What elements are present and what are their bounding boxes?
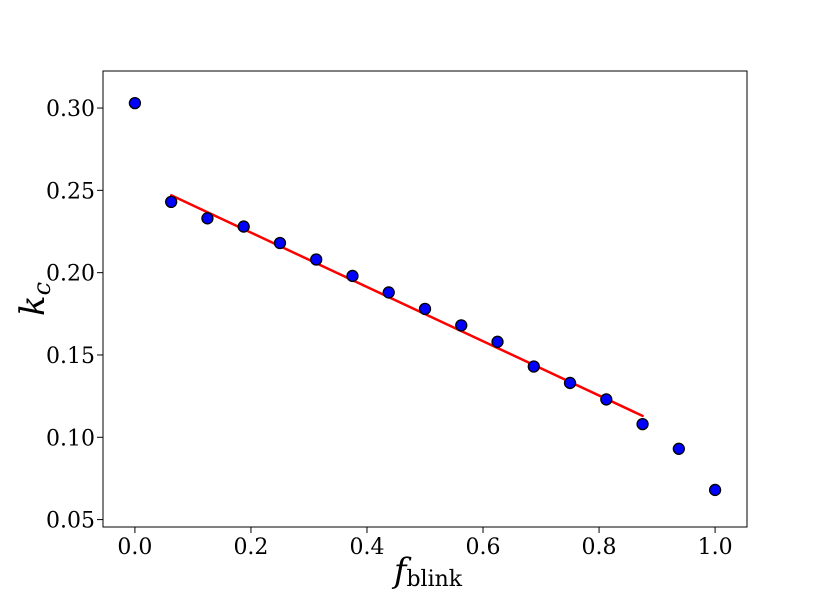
y-tick-label: 0.20: [46, 262, 95, 287]
x-tick-label: 0.2: [233, 535, 268, 560]
x-tick-label: 0.0: [117, 535, 152, 560]
x-axis-label-sub: blink: [406, 567, 462, 592]
y-tick-label: 0.30: [46, 97, 95, 122]
plot-frame: [102, 70, 748, 528]
x-axis: 0.0 0.2 0.4 0.6 0.8 1.0: [117, 527, 733, 560]
data-point: [708, 483, 722, 497]
data-point: [273, 236, 287, 250]
data-point: [237, 220, 250, 233]
data-point: [600, 393, 613, 406]
y-tick-label: 0.05: [46, 509, 95, 534]
y-tick-label: 0.25: [46, 179, 95, 204]
data-point: [491, 335, 504, 348]
plot-area: [102, 70, 748, 528]
data-point: [201, 212, 214, 225]
y-axis-label-sub: c: [28, 282, 56, 295]
data-point: [455, 319, 468, 332]
data-point: [563, 376, 577, 390]
x-axis-label: fblink: [391, 551, 463, 592]
data-point: [310, 253, 323, 266]
x-tick-label: 0.6: [466, 535, 501, 560]
data-point: [382, 286, 395, 299]
fit-line-layer: [169, 194, 644, 418]
x-tick-label: 1.0: [698, 535, 733, 560]
x-tick-label: 0.8: [582, 535, 617, 560]
y-tick-label: 0.10: [46, 426, 95, 451]
data-point: [128, 96, 142, 110]
x-tick-label: 0.4: [349, 535, 384, 560]
y-axis: 0.05 0.10 0.15 0.20 0.25 0.30: [46, 97, 103, 534]
data-point: [527, 360, 540, 373]
fit-line: [169, 194, 644, 418]
data-point: [636, 417, 649, 431]
data-point: [346, 269, 359, 283]
data-points: [128, 96, 722, 497]
data-point: [418, 302, 432, 316]
y-axis-label: kc: [13, 282, 56, 316]
data-point: [165, 195, 178, 209]
data-point: [672, 442, 685, 455]
y-axis-label-main: k: [13, 295, 53, 316]
y-tick-label: 0.15: [46, 344, 95, 369]
